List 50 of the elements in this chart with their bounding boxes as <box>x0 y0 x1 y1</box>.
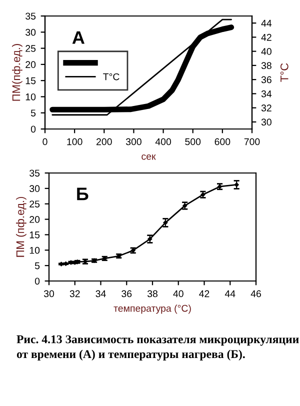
y-tick-label: 35 <box>26 12 36 20</box>
x-tick-label: 32 <box>70 290 80 298</box>
x-tick-label: 46 <box>250 290 261 298</box>
x-tick-label: 300 <box>126 138 142 146</box>
y-tick-label: 5 <box>34 262 40 270</box>
y-tick-label: 10 <box>30 246 40 254</box>
x-axis-title: сек <box>142 154 156 160</box>
y2-tick-label: 36 <box>261 76 272 84</box>
y-tick-label: 20 <box>26 61 36 68</box>
y2-tick-label: 32 <box>261 104 272 112</box>
y-tick-label: 0 <box>34 278 40 285</box>
x-tick-label: 34 <box>96 290 106 298</box>
y2-tick-label: 40 <box>261 48 272 55</box>
y2-tick-label: 34 <box>261 90 272 98</box>
y2-tick-label: 42 <box>261 34 272 41</box>
x-tick-label: 30 <box>44 290 54 298</box>
x-tick-label: 100 <box>67 138 82 146</box>
x-tick-label: 40 <box>173 290 184 298</box>
y-tick-label: 15 <box>26 77 36 84</box>
y-tick-label: 35 <box>30 170 40 177</box>
y-tick-label: 5 <box>30 110 36 116</box>
y-tick-label: 0 <box>30 126 36 133</box>
y-axis-title: ПМ(пф.ед.) <box>12 44 22 101</box>
annotation: Б <box>77 188 88 200</box>
y-tick-label: 20 <box>30 216 40 223</box>
y-tick-label: 30 <box>30 185 40 192</box>
y-tick-label: 10 <box>26 93 36 100</box>
x-axis-title: температура (°C) <box>114 304 191 314</box>
x-tick-label: 500 <box>185 138 201 146</box>
legend-label: T°C <box>103 73 120 80</box>
y-tick-label: 15 <box>30 232 40 238</box>
x-tick-label: 36 <box>122 290 132 298</box>
y-tick-label: 25 <box>30 200 40 208</box>
x-tick-label: 700 <box>244 138 260 146</box>
y-axis-title: ПМ (пф.ед.) <box>16 196 26 257</box>
y2-tick-label: 38 <box>261 62 272 70</box>
x-tick-label: 42 <box>199 290 210 298</box>
x-tick-label: 600 <box>214 138 230 146</box>
y-tick-label: 25 <box>26 45 36 52</box>
x-tick-label: 200 <box>96 138 112 146</box>
x-tick-label: 44 <box>224 290 236 298</box>
y-tick-label: 30 <box>26 28 36 36</box>
x-tick-label: 400 <box>155 138 172 146</box>
text: Рис. 4.13 Зависимость показателя микроциркуляции от времени (А) и температуры нагрева (Б). <box>16 335 299 361</box>
x-tick-label: 38 <box>147 290 158 298</box>
y2-tick-label: 30 <box>261 118 272 126</box>
x-tick-label: 0 <box>42 138 48 146</box>
annotation: А <box>72 31 84 44</box>
y2-axis-title: T°C <box>280 63 288 82</box>
y2-tick-label: 44 <box>261 20 272 27</box>
